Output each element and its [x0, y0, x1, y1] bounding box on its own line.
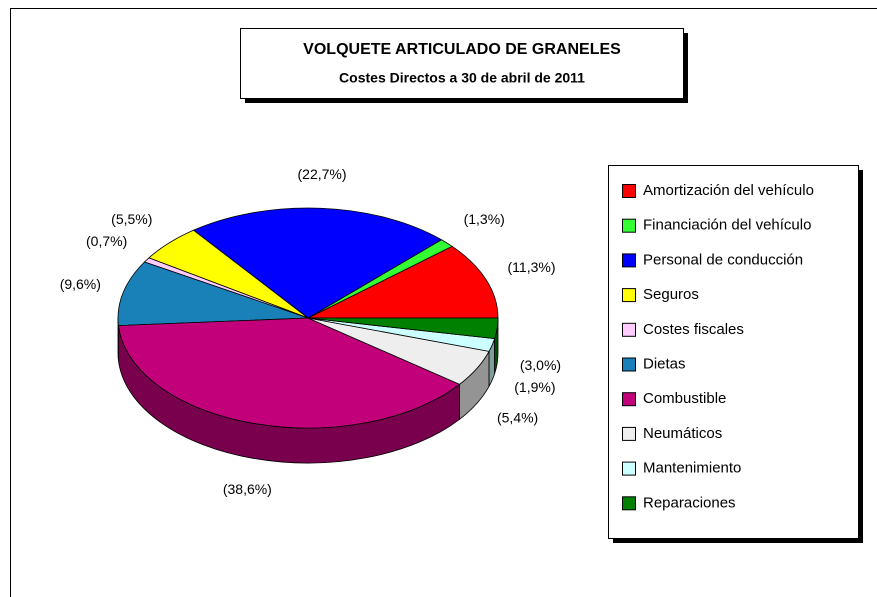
legend-swatch: [622, 426, 636, 441]
slice: [307, 245, 499, 319]
data-label: (1,9%): [514, 379, 555, 395]
legend-swatch: [622, 253, 636, 268]
slice: [307, 317, 499, 340]
data-label: (38,6%): [223, 481, 272, 497]
legend-swatch: [622, 184, 636, 198]
legend-swatch: [622, 218, 636, 233]
data-label: (9,6%): [60, 276, 101, 292]
legend-swatch: [622, 461, 636, 476]
legend-label: Financiación del vehículo: [643, 217, 811, 234]
slice: [117, 261, 309, 327]
legend-label: Dietas: [643, 355, 686, 372]
legend-label: Seguros: [643, 286, 699, 303]
data-label: (5,4%): [497, 409, 538, 425]
data-label: (11,3%): [508, 259, 556, 275]
title-box: [240, 28, 684, 99]
data-label: (5,5%): [111, 211, 152, 227]
chart-title: VOLQUETE ARTICULADO DE GRANELES: [303, 41, 621, 58]
legend-label: Amortización del vehículo: [643, 182, 814, 199]
legend-label: Personal de conducción: [643, 251, 803, 268]
legend-label: Neumáticos: [643, 425, 722, 442]
legend-swatch: [622, 496, 636, 511]
data-label: (0,7%): [86, 233, 127, 249]
legend-label: Reparaciones: [643, 494, 736, 511]
legend-swatch: [622, 322, 636, 337]
slice: [192, 207, 443, 319]
chart-subtitle: Costes Directos a 30 de abril de 2011: [339, 70, 585, 86]
legend-label: Mantenimiento: [643, 460, 741, 477]
data-label: (1,3%): [464, 211, 505, 227]
legend-swatch: [622, 392, 636, 407]
legend-label: Costes fiscales: [643, 321, 744, 338]
data-label: (22,7%): [298, 166, 347, 182]
legend-label: Combustible: [643, 390, 726, 407]
legend-swatch: [622, 288, 636, 303]
slice: [118, 317, 461, 429]
data-label: (3,0%): [520, 357, 561, 373]
legend-swatch: [622, 357, 636, 372]
legend-box: [608, 165, 859, 539]
